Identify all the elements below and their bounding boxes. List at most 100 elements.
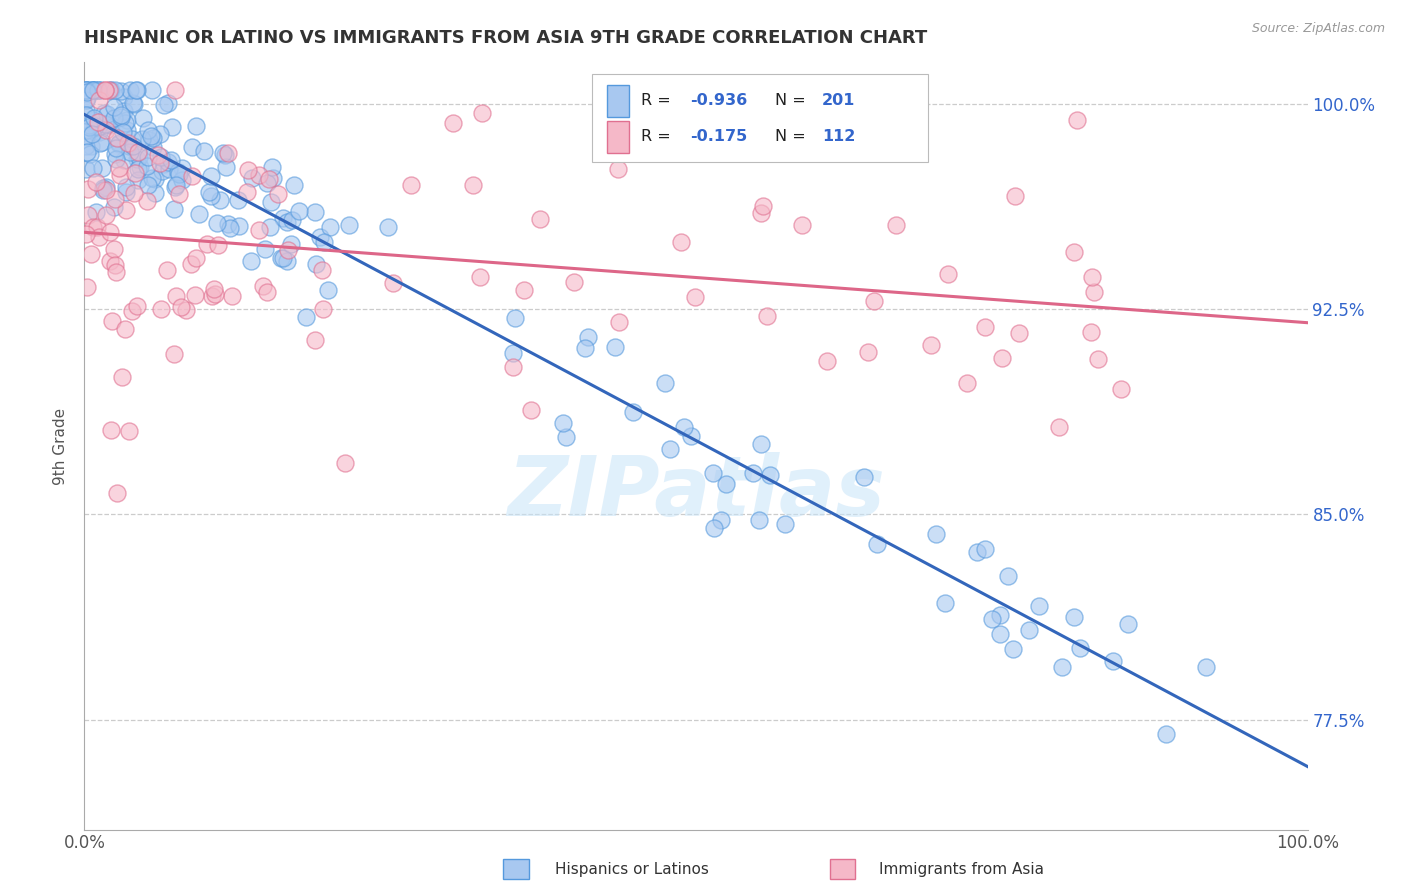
Point xyxy=(115,123,138,137)
Point xyxy=(980,612,1002,626)
Point xyxy=(103,242,125,256)
Point xyxy=(607,315,630,329)
Point xyxy=(319,219,342,234)
Point xyxy=(76,208,98,222)
Point xyxy=(884,218,907,232)
Point xyxy=(110,107,132,121)
Point xyxy=(75,123,97,137)
Text: Hispanics or Latinos: Hispanics or Latinos xyxy=(555,863,709,877)
Point xyxy=(1004,188,1026,202)
Point xyxy=(80,83,103,97)
Point xyxy=(193,145,215,159)
Point xyxy=(121,96,143,111)
Point xyxy=(77,118,100,132)
Point xyxy=(104,141,127,155)
Point xyxy=(679,428,702,442)
Point xyxy=(461,178,484,192)
Text: N =: N = xyxy=(776,94,811,108)
Text: N =: N = xyxy=(776,129,811,145)
Point xyxy=(76,91,98,105)
Point xyxy=(856,345,879,359)
Text: R =: R = xyxy=(641,94,676,108)
Point xyxy=(564,275,586,289)
FancyBboxPatch shape xyxy=(503,859,529,879)
Point xyxy=(934,596,956,610)
Point xyxy=(148,127,170,141)
Point xyxy=(157,162,180,177)
Text: ZIPatlas: ZIPatlas xyxy=(508,451,884,533)
Point xyxy=(165,289,187,303)
Point xyxy=(136,123,159,137)
Point xyxy=(468,269,491,284)
Point xyxy=(136,150,159,164)
Point xyxy=(312,302,335,317)
Point xyxy=(76,83,98,97)
Point xyxy=(755,309,778,323)
Point xyxy=(87,120,110,135)
Point xyxy=(309,230,332,244)
Point xyxy=(219,220,242,235)
Point xyxy=(1087,352,1109,367)
Point xyxy=(186,252,208,266)
Point xyxy=(93,105,115,120)
Point xyxy=(93,117,115,131)
Point xyxy=(188,207,211,221)
Point xyxy=(96,107,118,121)
Point xyxy=(100,83,122,97)
Point xyxy=(280,237,302,252)
Point xyxy=(120,145,142,160)
Point xyxy=(271,252,294,266)
Point xyxy=(221,289,243,303)
Point xyxy=(153,157,176,171)
Point xyxy=(75,138,97,153)
Point xyxy=(815,353,838,368)
Text: Source: ZipAtlas.com: Source: ZipAtlas.com xyxy=(1251,22,1385,36)
Point xyxy=(80,139,103,153)
Point xyxy=(75,123,97,137)
Point xyxy=(112,90,135,104)
Point xyxy=(512,283,534,297)
Point xyxy=(131,132,153,146)
Point xyxy=(91,181,114,195)
Point xyxy=(149,156,172,170)
Point xyxy=(337,218,360,232)
Point xyxy=(121,138,143,153)
Point xyxy=(75,93,97,107)
Point xyxy=(100,253,122,268)
Point xyxy=(89,136,111,151)
Point xyxy=(973,541,995,556)
Point xyxy=(89,83,111,97)
Point xyxy=(553,416,575,430)
Point xyxy=(703,521,725,535)
Point xyxy=(1101,653,1123,667)
Point xyxy=(94,83,117,97)
Point xyxy=(90,83,112,97)
Point xyxy=(100,423,122,437)
Point xyxy=(136,178,159,192)
Point xyxy=(267,187,290,202)
Point xyxy=(105,486,128,500)
Text: HISPANIC OR LATINO VS IMMIGRANTS FROM ASIA 9TH GRADE CORRELATION CHART: HISPANIC OR LATINO VS IMMIGRANTS FROM AS… xyxy=(84,29,928,47)
Point xyxy=(997,568,1019,582)
Point xyxy=(621,404,644,418)
Point xyxy=(471,105,494,120)
Point xyxy=(169,167,191,181)
Point xyxy=(254,242,277,256)
Point xyxy=(304,204,326,219)
Point xyxy=(183,287,205,301)
Text: -0.175: -0.175 xyxy=(690,129,747,145)
Point xyxy=(236,186,259,200)
Point xyxy=(226,193,249,207)
Point xyxy=(742,466,765,480)
Text: Immigrants from Asia: Immigrants from Asia xyxy=(879,863,1043,877)
Point xyxy=(956,376,979,390)
Point xyxy=(82,83,104,97)
Point xyxy=(136,159,159,173)
Point xyxy=(83,119,105,133)
Point xyxy=(132,111,155,125)
Point xyxy=(105,131,128,145)
Point xyxy=(603,341,626,355)
Point xyxy=(142,130,165,145)
Point xyxy=(127,145,149,160)
Point xyxy=(83,125,105,139)
